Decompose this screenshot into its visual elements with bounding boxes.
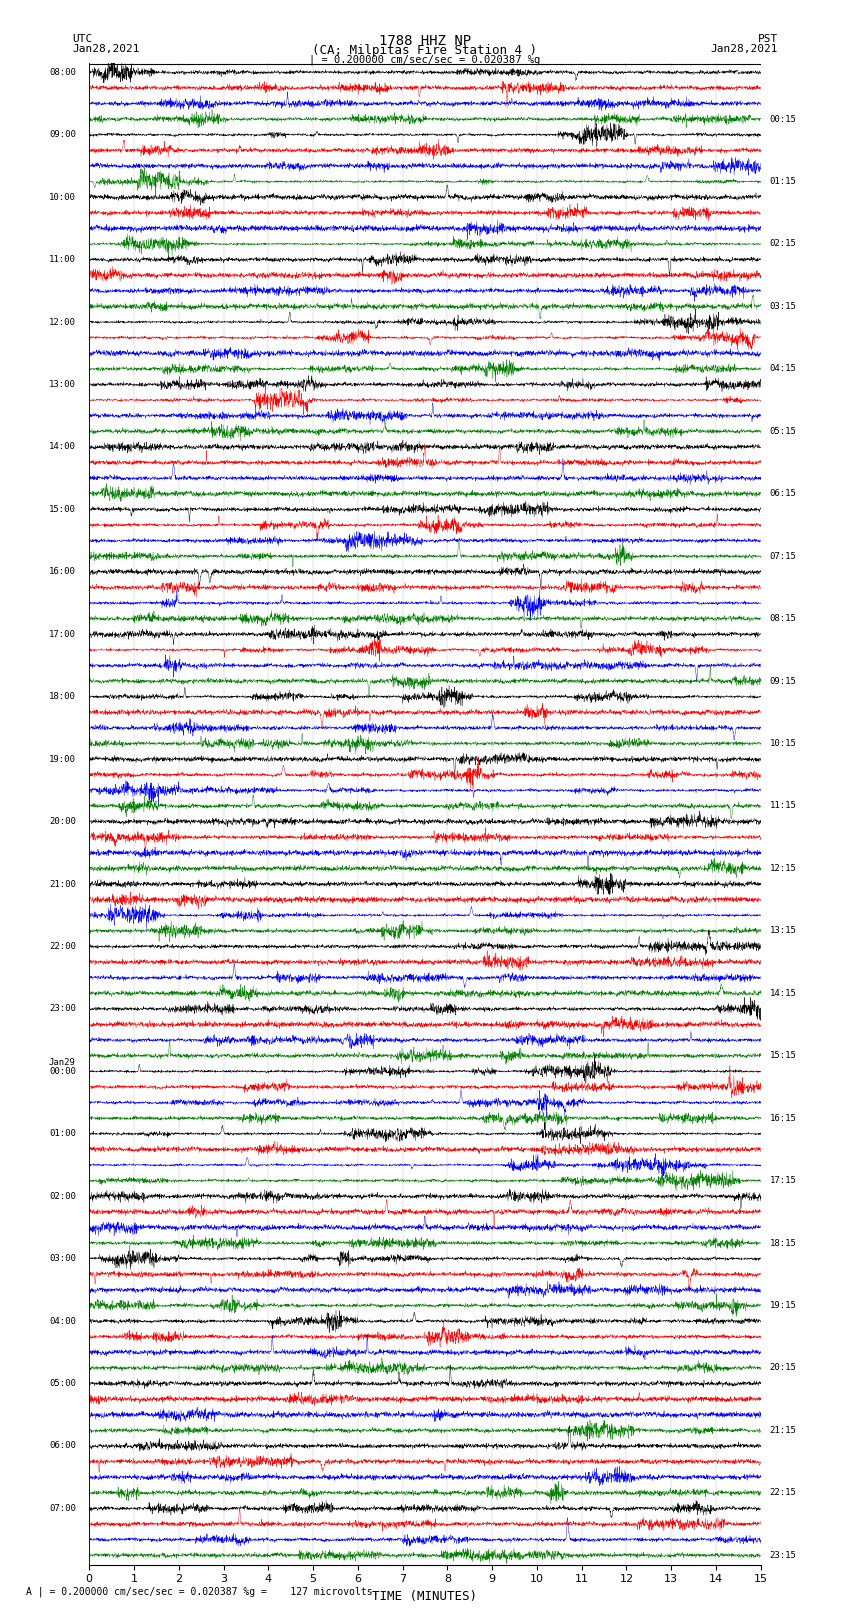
Text: Jan28,2021: Jan28,2021 [711,44,778,53]
Text: 05:00: 05:00 [49,1379,76,1389]
Text: 10:15: 10:15 [770,739,796,748]
Text: 00:00: 00:00 [49,1066,76,1076]
Text: UTC: UTC [72,34,93,44]
Text: A | = 0.200000 cm/sec/sec = 0.020387 %g =    127 microvolts.: A | = 0.200000 cm/sec/sec = 0.020387 %g … [26,1586,378,1597]
Text: 13:15: 13:15 [770,926,796,936]
Text: 14:15: 14:15 [770,989,796,998]
Text: 20:00: 20:00 [49,818,76,826]
Text: 04:00: 04:00 [49,1316,76,1326]
Text: 15:00: 15:00 [49,505,76,515]
Text: 00:15: 00:15 [770,115,796,124]
Text: 21:00: 21:00 [49,879,76,889]
Text: 05:15: 05:15 [770,427,796,436]
Text: 09:15: 09:15 [770,676,796,686]
Text: 02:15: 02:15 [770,239,796,248]
Text: 16:15: 16:15 [770,1113,796,1123]
Text: 01:15: 01:15 [770,177,796,185]
Text: 23:15: 23:15 [770,1550,796,1560]
Text: 08:00: 08:00 [49,68,76,77]
Text: 19:15: 19:15 [770,1302,796,1310]
Text: 18:00: 18:00 [49,692,76,702]
Text: 12:00: 12:00 [49,318,76,326]
Text: 10:00: 10:00 [49,192,76,202]
Text: 23:00: 23:00 [49,1005,76,1013]
Text: 08:15: 08:15 [770,615,796,623]
X-axis label: TIME (MINUTES): TIME (MINUTES) [372,1590,478,1603]
Text: 19:00: 19:00 [49,755,76,763]
Text: 15:15: 15:15 [770,1052,796,1060]
Text: 02:00: 02:00 [49,1192,76,1200]
Text: 1788 HHZ NP: 1788 HHZ NP [379,34,471,48]
Text: 21:15: 21:15 [770,1426,796,1436]
Text: 03:00: 03:00 [49,1255,76,1263]
Text: 07:00: 07:00 [49,1503,76,1513]
Text: | = 0.200000 cm/sec/sec = 0.020387 %g: | = 0.200000 cm/sec/sec = 0.020387 %g [309,55,541,66]
Text: 06:00: 06:00 [49,1442,76,1450]
Text: 09:00: 09:00 [49,131,76,139]
Text: Jan28,2021: Jan28,2021 [72,44,139,53]
Text: 20:15: 20:15 [770,1363,796,1373]
Text: 07:15: 07:15 [770,552,796,561]
Text: 17:15: 17:15 [770,1176,796,1186]
Text: PST: PST [757,34,778,44]
Text: (CA; Milpitas Fire Station 4 ): (CA; Milpitas Fire Station 4 ) [313,44,537,56]
Text: 16:00: 16:00 [49,568,76,576]
Text: 03:15: 03:15 [770,302,796,311]
Text: 17:00: 17:00 [49,629,76,639]
Text: Jan29: Jan29 [49,1058,76,1068]
Text: 14:00: 14:00 [49,442,76,452]
Text: 22:00: 22:00 [49,942,76,952]
Text: 06:15: 06:15 [770,489,796,498]
Text: 04:15: 04:15 [770,365,796,373]
Text: 01:00: 01:00 [49,1129,76,1139]
Text: 18:15: 18:15 [770,1239,796,1247]
Text: 11:00: 11:00 [49,255,76,265]
Text: 13:00: 13:00 [49,381,76,389]
Text: 11:15: 11:15 [770,802,796,810]
Text: 12:15: 12:15 [770,865,796,873]
Text: 22:15: 22:15 [770,1489,796,1497]
